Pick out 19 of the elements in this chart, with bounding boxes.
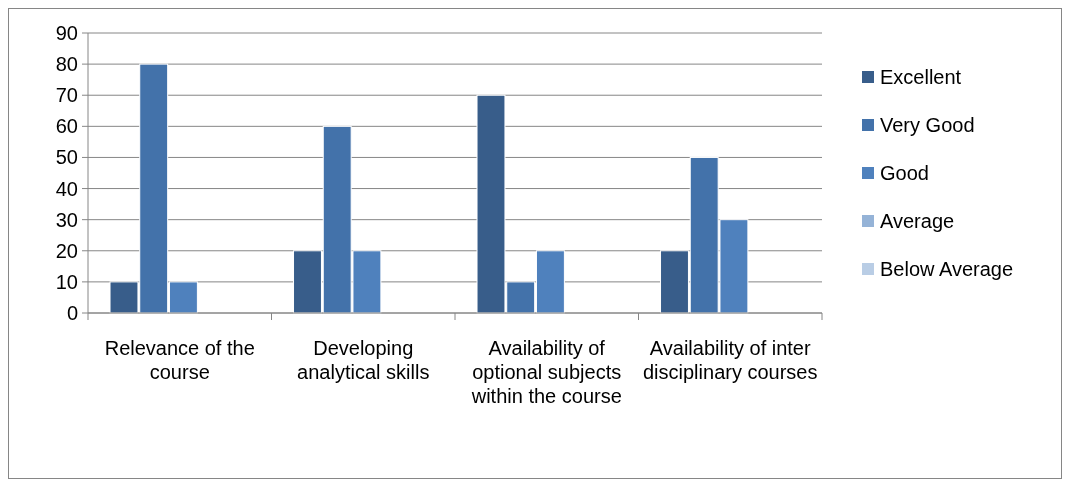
y-tick-label: 60: [55, 115, 78, 138]
y-tick-label: 50: [55, 146, 78, 169]
y-tick-label: 20: [55, 239, 78, 262]
y-tick-label: 80: [55, 53, 78, 76]
legend-label: Good: [880, 162, 929, 184]
x-tick-label: Relevance of the course: [104, 337, 255, 383]
x-tick-label: Availability of optional subjects within the course: [470, 337, 622, 407]
y-tick-label: 90: [55, 22, 78, 44]
x-tick-label: Developing analytical skills: [297, 337, 430, 383]
y-tick-label: 70: [55, 84, 78, 107]
x-tick-label: Availability of inter disciplinary courses: [642, 337, 818, 383]
legend-label: Excellent: [880, 66, 962, 88]
legend-label: Average: [880, 210, 955, 232]
legend-label: Below Average: [880, 258, 1014, 280]
y-tick-label: 40: [55, 177, 78, 200]
legend-label: Very Good: [880, 114, 975, 136]
y-tick-label: 10: [55, 270, 78, 293]
y-tick-label: 30: [55, 208, 78, 231]
y-tick-label: 0: [66, 302, 78, 324]
